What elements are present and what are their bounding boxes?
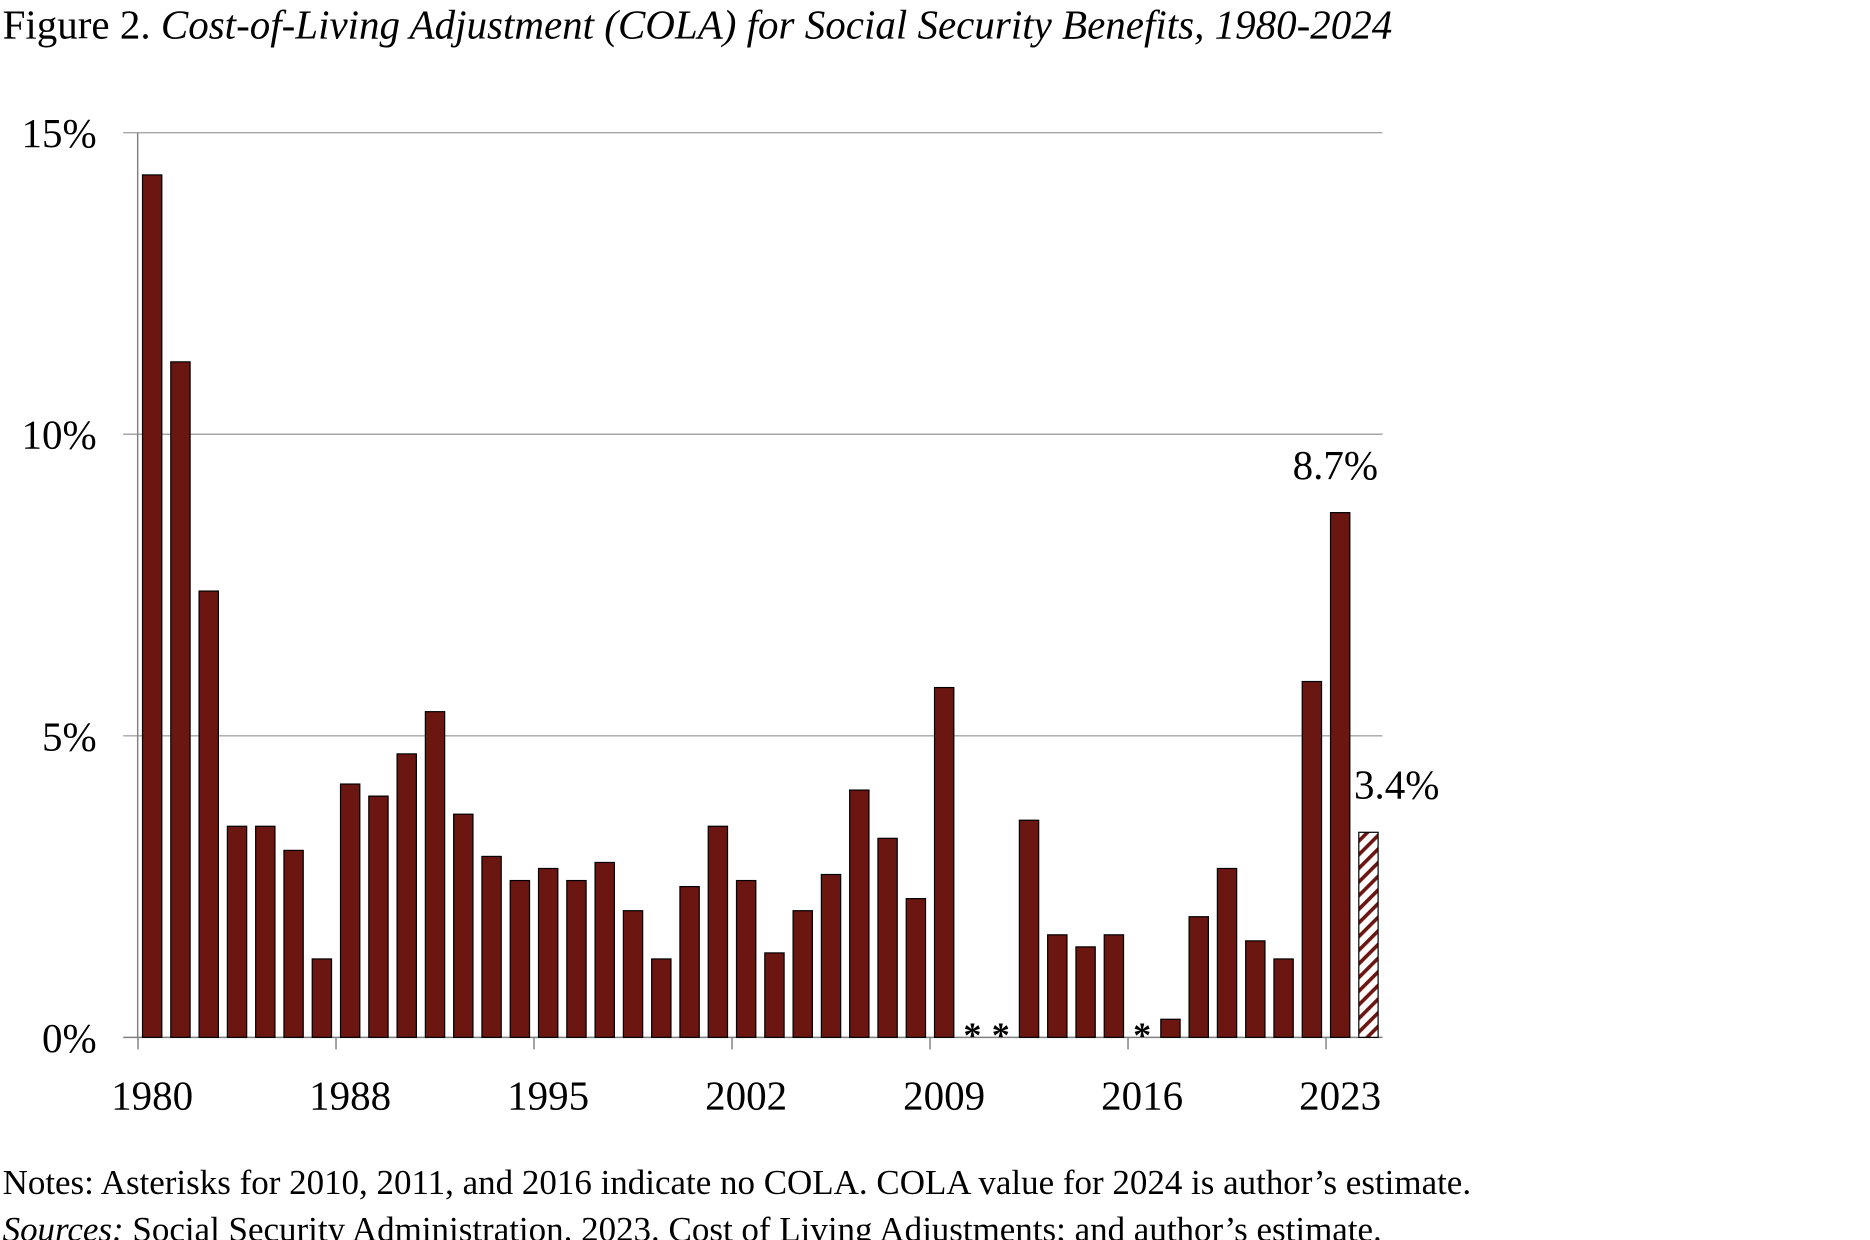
x-tick-label: 2009: [903, 1073, 985, 1119]
bar-2023: [1329, 512, 1351, 1038]
bar-2019: [1216, 867, 1238, 1038]
bar-1991: [424, 711, 446, 1038]
bar-1997: [594, 861, 615, 1038]
bar-2004: [792, 910, 813, 1038]
x-tick-label: 1988: [309, 1073, 391, 1119]
x-tick-label: 2016: [1101, 1073, 1183, 1119]
data-label: 3.4%: [1354, 762, 1439, 808]
bar-1995: [537, 867, 559, 1038]
bars: * * *: [141, 174, 1379, 1055]
figure-title: Figure 2. Cost-of-Living Adjustment (COL…: [3, 2, 1393, 48]
bar-1984: [226, 825, 248, 1038]
bar-2007: [877, 837, 898, 1038]
bar-2008: [905, 898, 927, 1038]
bar-1990: [396, 753, 417, 1038]
bar-2006: [849, 789, 870, 1038]
bar-2018: [1188, 916, 1209, 1038]
no-cola-asterisk: *: [963, 1015, 981, 1055]
y-tick-label: 10%: [22, 412, 97, 458]
bar-2005: [820, 873, 842, 1038]
bar-2000: [679, 885, 700, 1038]
bar-estimate-2024: [1358, 831, 1379, 1038]
bar-1983: [198, 590, 219, 1038]
x-tick-label: 2023: [1299, 1073, 1381, 1119]
y-tick-label: 5%: [42, 713, 97, 759]
bar-1985: [255, 825, 276, 1038]
no-cola-asterisk: *: [992, 1015, 1010, 1055]
y-tick-label: 0%: [42, 1015, 97, 1061]
bar-1992: [453, 813, 474, 1038]
x-tick-label: 1980: [111, 1073, 193, 1119]
bar-2022: [1301, 680, 1323, 1038]
bar-1999: [651, 958, 672, 1038]
bar-2017: [1160, 1018, 1181, 1038]
bar-1981: [141, 174, 163, 1038]
bar-1989: [368, 795, 389, 1038]
x-tick-label: 1995: [507, 1073, 589, 1119]
bar-1987: [311, 958, 333, 1038]
bar-2012: [1018, 819, 1040, 1038]
bar-1994: [509, 879, 531, 1038]
bar-2020: [1245, 940, 1266, 1038]
bar-1986: [283, 849, 304, 1038]
data-label: 8.7%: [1293, 442, 1378, 488]
x-tick-label: 2002: [705, 1073, 787, 1119]
chart-sources: Sources: Social Security Administration.…: [3, 1210, 1382, 1240]
bar-2021: [1273, 958, 1294, 1038]
data-labels: 8.7% 3.4%: [1293, 442, 1440, 808]
bar-2001: [707, 825, 729, 1038]
bar-1982: [170, 361, 191, 1038]
y-axis-ticks: 0% 5% 10% 15%: [22, 110, 97, 1061]
no-cola-asterisk: *: [1133, 1015, 1151, 1055]
bar-2009: [933, 686, 955, 1038]
bar-2013: [1047, 934, 1068, 1038]
bar-1993: [481, 855, 502, 1038]
bar-1998: [622, 910, 644, 1038]
bar-2015: [1103, 934, 1125, 1038]
bar-2003: [764, 952, 785, 1038]
x-axis-ticks: 1980 1988 1995 2002 2009 2016 2023: [111, 1037, 1381, 1119]
bar-2014: [1075, 946, 1096, 1038]
bar-1988: [339, 783, 361, 1038]
bar-2002: [735, 879, 757, 1038]
y-tick-label: 15%: [22, 110, 97, 156]
chart-notes: Notes: Asterisks for 2010, 2011, and 201…: [3, 1163, 1471, 1202]
bar-1996: [566, 879, 587, 1038]
